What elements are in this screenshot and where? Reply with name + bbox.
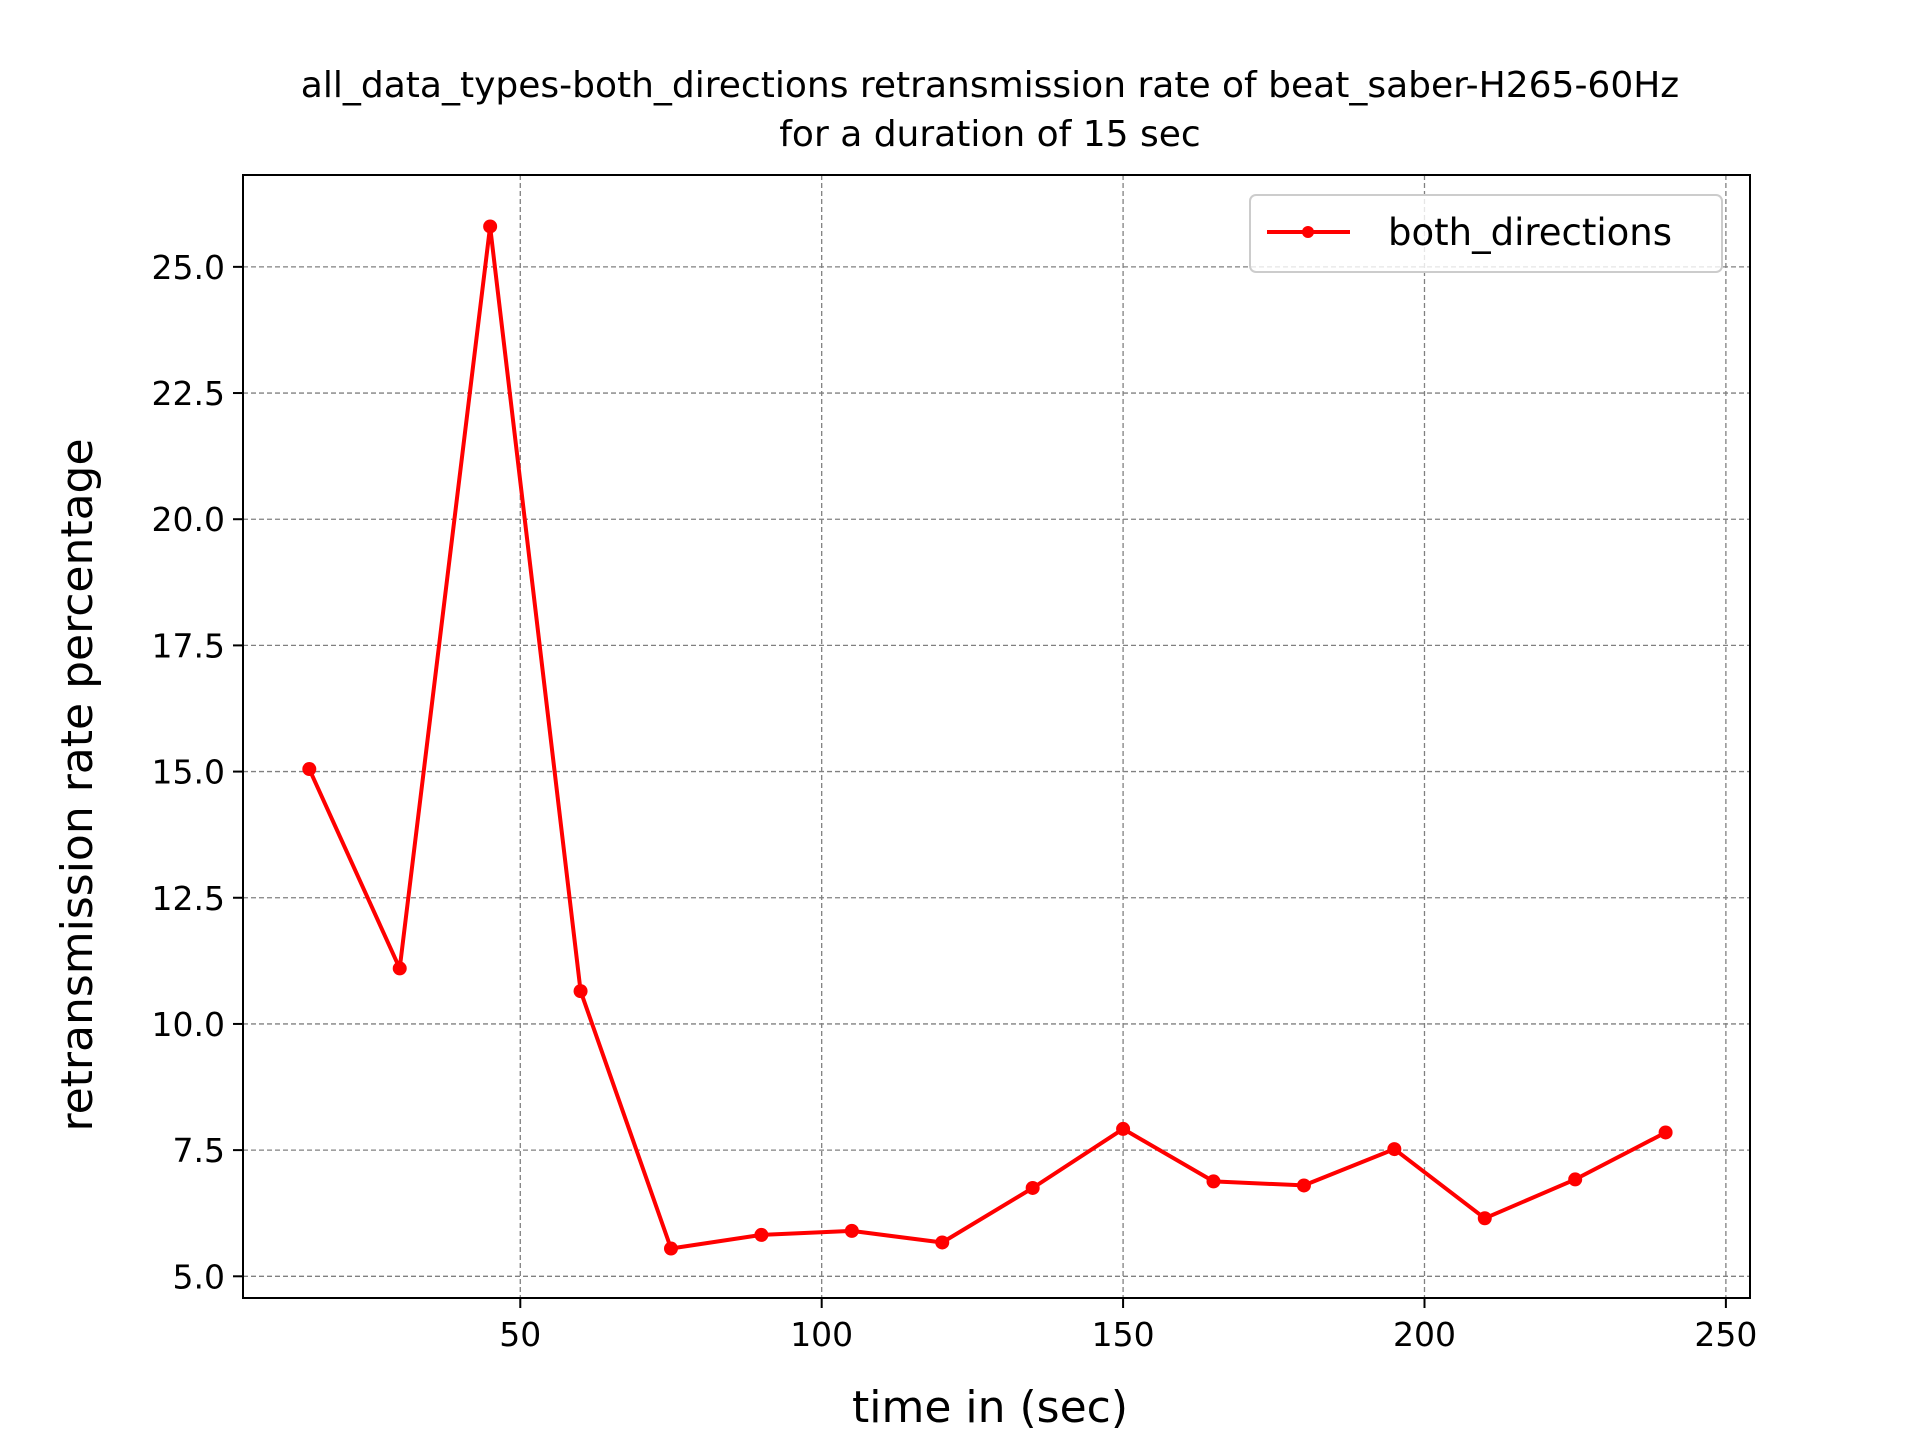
y-tick-label: 17.5 [152, 626, 225, 665]
data-point [935, 1235, 950, 1250]
data-point [1206, 1174, 1221, 1189]
data-point [392, 961, 407, 976]
data-point [1477, 1211, 1492, 1226]
data-point [1658, 1125, 1673, 1140]
legend-label-both-directions: both_directions [1388, 211, 1672, 254]
x-tick-label: 200 [1393, 1315, 1456, 1354]
series-layer [302, 219, 1673, 1256]
x-tick-label: 150 [1092, 1315, 1155, 1354]
legend-marker [1302, 226, 1314, 238]
legend-box [1249, 194, 1723, 273]
data-point [573, 984, 588, 999]
data-point [1025, 1180, 1040, 1195]
y-tick-label: 22.5 [152, 374, 225, 413]
series-line-0 [307, 224, 1667, 1251]
y-axis-label: retransmission rate percentage [52, 438, 103, 1131]
chart-subtitle: for a duration of 15 sec [779, 114, 1200, 155]
data-point [1568, 1172, 1583, 1187]
data-point [1116, 1121, 1131, 1136]
x-tick-label: 100 [790, 1315, 853, 1354]
legend: both_directions [1249, 194, 1723, 273]
y-tick-label: 12.5 [152, 879, 225, 918]
data-point [1387, 1142, 1402, 1157]
y-tick-label: 5.0 [173, 1257, 225, 1296]
y-tick-label: 20.0 [152, 500, 225, 539]
data-point [1296, 1178, 1311, 1193]
data-point [844, 1223, 859, 1238]
data-point [754, 1227, 769, 1242]
y-tick-label: 25.0 [152, 248, 225, 287]
x-axis-label: time in (sec) [852, 1382, 1128, 1433]
axis-ticks: 50 100 150 200 250 5.0 7.5 10.0 12.5 15.0 17.5 20.0… [152, 248, 1758, 1354]
data-point [302, 762, 317, 777]
x-tick-label: 50 [499, 1315, 541, 1354]
y-tick-label: 10.0 [152, 1005, 225, 1044]
plot-frame [242, 174, 1751, 1299]
grid-lines [243, 175, 1750, 1298]
x-tick-label: 250 [1694, 1315, 1757, 1354]
y-tick-label: 7.5 [173, 1131, 225, 1170]
data-point [483, 219, 498, 234]
y-tick-label: 15.0 [152, 753, 225, 792]
chart-title: all_data_types-both_directions retransmi… [301, 65, 1679, 106]
data-point [663, 1241, 678, 1256]
